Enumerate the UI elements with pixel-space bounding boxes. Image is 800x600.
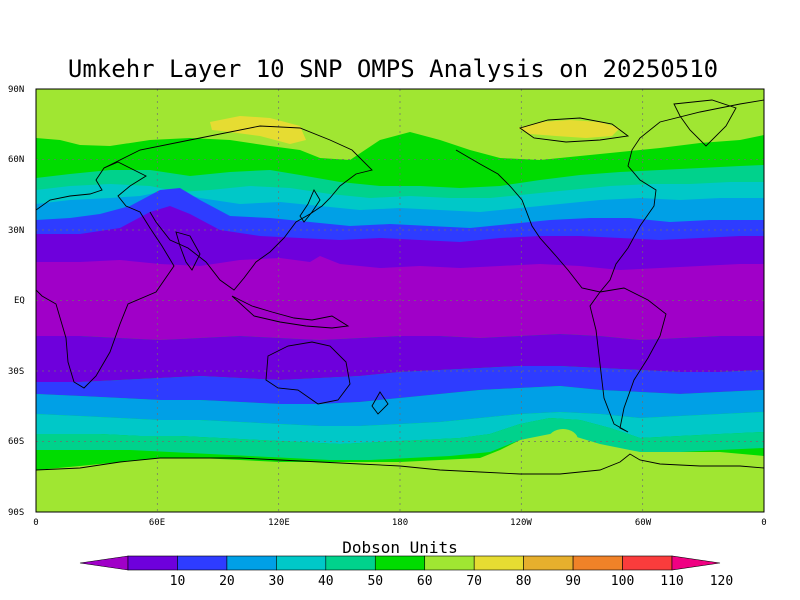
coastline-antarctica [36, 453, 764, 475]
lon-tick-label: 60W [635, 518, 652, 528]
lat-tick-label: 60N [8, 155, 24, 165]
coastline-eurasia-north [103, 125, 373, 291]
ozone-band-10-20-tropics [36, 256, 764, 340]
coastline-north-america [455, 99, 764, 293]
colorbar-tick-label: 90 [565, 574, 581, 589]
figure-title: Umkehr Layer 10 SNP OMPS Analysis on 202… [68, 55, 718, 83]
lat-tick-label: 30N [8, 226, 24, 236]
lat-tick-label: 90N [8, 85, 24, 95]
coastline-indonesia [231, 295, 350, 329]
coastline-africa-europe [36, 161, 175, 389]
colorbar-tick-label: 120 [710, 574, 733, 589]
colorbar-tick-label: 100 [611, 574, 634, 589]
coastline-south-america [589, 287, 667, 433]
lon-tick-label: 180 [392, 518, 408, 528]
colorbar-swatch [572, 555, 623, 571]
colorbar-swatch [325, 555, 376, 571]
colorbar-tick-label: 10 [170, 574, 186, 589]
ozone-max-north-asia [210, 116, 306, 144]
colorbar-swatch [276, 555, 327, 571]
map-frame [35, 88, 765, 513]
coastline-arctic-islands [518, 117, 630, 143]
coastline-new-zealand [371, 391, 389, 415]
colorbar-tick-label: 30 [269, 574, 285, 589]
coastlines [36, 99, 764, 475]
colorbar-swatch [622, 555, 673, 571]
colorbar-title: Dobson Units [342, 538, 458, 557]
colorbar-max-arrow [671, 555, 721, 571]
coastline-australia [265, 341, 351, 405]
lon-tick-label: 0 [33, 518, 38, 528]
coastline-japan [299, 189, 321, 223]
colorbar-swatch [226, 555, 277, 571]
colorbar-tick-label: 70 [466, 574, 482, 589]
colorbar-swatch [523, 555, 574, 571]
colorbar-swatch [177, 555, 228, 571]
ozone-band-60-70-south [36, 418, 764, 460]
colorbar-swatch [374, 555, 426, 571]
colorbar-min-arrow [79, 555, 129, 571]
lat-tick-label: 90S [8, 508, 24, 518]
ozone-band-50-60-south [36, 412, 764, 444]
colorbar-tick-label: 50 [367, 574, 383, 589]
colorbar-tick-label: 80 [516, 574, 532, 589]
ozone-high-south-pacific [548, 429, 578, 451]
ozone-band-40-50-south [36, 386, 764, 426]
lat-tick-label: EQ [14, 296, 25, 306]
lon-axis: 0 60E 120E 180 120W 60W 0 [33, 518, 766, 528]
lon-tick-label: 60E [149, 518, 165, 528]
ozone-band-arctic-80-90 [36, 89, 764, 160]
colorbar-tick-label: 60 [417, 574, 433, 589]
colorbar: 10 20 30 40 50 60 70 80 90 100 110 120 [79, 555, 733, 589]
lat-tick-label: 30S [8, 367, 24, 377]
lon-tick-label: 120E [268, 518, 290, 528]
colorbar-tick-label: 40 [318, 574, 334, 589]
lon-tick-label: 0 [761, 518, 766, 528]
colorbar-swatch [424, 555, 475, 571]
colorbar-tick-label: 20 [219, 574, 235, 589]
ozone-max-arctic-canada [518, 120, 620, 138]
lon-tick-label: 120W [510, 518, 532, 528]
lat-tick-label: 60S [8, 437, 24, 447]
ozone-band-south-polar-80-90 [36, 430, 764, 512]
map-panel [36, 89, 764, 512]
ozone-band-20-30-south [36, 334, 764, 382]
colorbar-swatch [127, 555, 178, 571]
lat-axis: 90N 60N 30N EQ 30S 60S 90S [8, 85, 25, 518]
colorbar-tick-label: 110 [660, 574, 683, 589]
coastline-india [175, 231, 201, 271]
coastline-greenland [673, 99, 737, 147]
colorbar-swatch [473, 555, 524, 571]
map-gridlines [36, 89, 764, 512]
